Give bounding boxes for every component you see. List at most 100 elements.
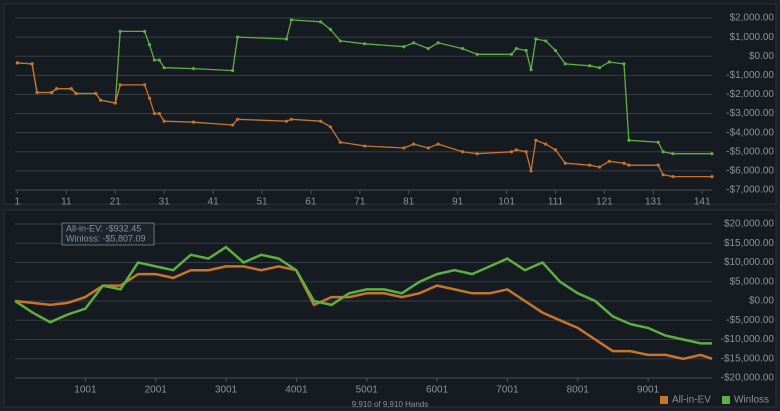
point [319, 119, 323, 123]
point [69, 87, 73, 91]
footer: 9,910 of 9,910 Hands [352, 400, 429, 409]
point [191, 67, 196, 71]
legend-swatch [660, 396, 668, 404]
x-tick-label: 91 [452, 197, 464, 208]
point [328, 27, 333, 32]
y-tick-label: -$5,000.00 [726, 315, 774, 326]
point [534, 138, 538, 142]
point [231, 68, 235, 73]
point [661, 173, 665, 177]
y-tick-label: -$7,000.00 [726, 185, 774, 196]
point [113, 101, 117, 105]
y-tick-label: $0.00 [749, 296, 774, 307]
point [436, 41, 440, 45]
point [50, 90, 54, 95]
point [284, 119, 289, 123]
y-tick-label: -$15,000.00 [721, 353, 775, 364]
x-tick-label: 41 [208, 197, 220, 208]
point [509, 52, 514, 56]
x-tick-label: 121 [596, 197, 613, 208]
point [147, 96, 152, 100]
x-tick-label: 3001 [215, 385, 238, 396]
point [475, 52, 479, 56]
x-tick-label: 7001 [496, 385, 519, 396]
point [460, 150, 465, 154]
y-tick-label: $5,000.00 [730, 276, 775, 287]
point [319, 20, 323, 24]
legend-label: All-in-EV [672, 395, 711, 406]
x-tick-label: 71 [354, 197, 366, 208]
y-tick-label: -$3,000.00 [726, 108, 774, 119]
tooltip-line: All-in-EV: -$932.45 [66, 223, 141, 233]
x-tick-label: 9001 [637, 385, 660, 396]
point [460, 46, 465, 51]
point [143, 29, 147, 33]
point [509, 150, 514, 154]
point [627, 163, 631, 167]
tooltip [61, 222, 155, 246]
point [622, 62, 626, 66]
point [162, 119, 166, 123]
point [656, 163, 660, 167]
y-tick-label: $1,000.00 [730, 32, 775, 43]
point [118, 29, 122, 33]
point [563, 161, 567, 165]
point [514, 148, 518, 152]
y-tick-label: -$1,000.00 [726, 70, 774, 81]
x-tick-label: 4001 [285, 385, 308, 396]
x-tick-label: 101 [498, 197, 515, 208]
point [553, 48, 558, 53]
x-tick-label: 1001 [74, 385, 97, 396]
y-tick-label: $2,000.00 [730, 13, 775, 24]
point [607, 60, 611, 64]
y-tick-label: $20,000.00 [724, 219, 774, 230]
point [436, 142, 440, 146]
x-tick-label: 61 [305, 197, 317, 208]
point [412, 41, 416, 45]
point [622, 161, 626, 165]
point [514, 46, 518, 51]
point [54, 87, 59, 91]
point [524, 48, 528, 53]
y-tick-label: $10,000.00 [724, 257, 774, 268]
point [235, 117, 240, 121]
point [710, 152, 714, 156]
x-tick-label: 51 [256, 197, 268, 208]
series-line [14, 245, 712, 345]
point [152, 58, 156, 62]
point [671, 175, 675, 179]
point [157, 58, 161, 62]
point [152, 111, 156, 116]
x-tick-label: 1 [15, 197, 21, 208]
legend-swatch [722, 396, 730, 404]
x-tick-label: 6001 [426, 385, 449, 396]
point [147, 43, 152, 47]
point [529, 169, 533, 173]
point [412, 142, 416, 146]
y-tick-label: -$6,000.00 [726, 166, 774, 177]
point [402, 45, 406, 49]
point [661, 150, 665, 154]
point [426, 46, 430, 51]
x-tick-label: 131 [645, 197, 662, 208]
point [402, 146, 406, 150]
x-tick-label: 11 [61, 197, 72, 208]
x-tick-label: 5001 [356, 385, 379, 396]
point [363, 144, 367, 148]
y-tick-label: -$10,000.00 [721, 334, 775, 345]
point [597, 165, 602, 169]
point [544, 39, 548, 43]
point [710, 175, 714, 179]
point [426, 146, 430, 150]
y-tick-label: -$5,000.00 [726, 146, 774, 157]
y-tick-label: -$4,000.00 [726, 127, 774, 138]
point [235, 35, 240, 39]
point [524, 150, 528, 154]
point [162, 66, 166, 70]
x-tick-label: 8001 [567, 385, 590, 396]
point [475, 152, 479, 156]
point [30, 62, 34, 66]
point [607, 159, 611, 163]
tooltip-line: Winloss: -$5,807.09 [66, 233, 146, 243]
